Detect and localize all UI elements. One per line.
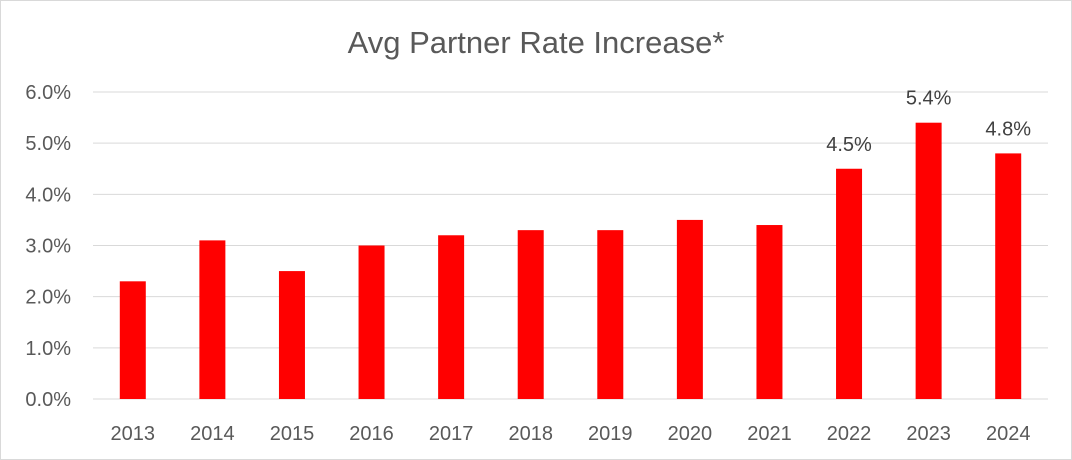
x-tick-label: 2021 [747, 423, 792, 445]
y-axis-tick-labels: 0.0% 1.0% 2.0% 3.0% 4.0% 5.0% 6.0% [25, 82, 71, 411]
x-tick-label: 2024 [986, 423, 1031, 445]
x-axis-tick-labels: 2013 2014 2015 2016 2017 2018 2019 2020 2021 2022… [111, 423, 1031, 445]
y-tick-label: 5.0% [25, 133, 71, 155]
bar-2013 [119, 281, 146, 399]
y-tick-label: 2.0% [25, 287, 71, 309]
x-tick-label: 2017 [429, 423, 474, 445]
bar-2024 [995, 153, 1022, 399]
x-tick-label: 2019 [588, 423, 633, 445]
x-tick-label: 2020 [668, 423, 713, 445]
bar-2021 [756, 225, 783, 399]
y-tick-label: 0.0% [25, 389, 71, 411]
bar-2017 [438, 235, 465, 399]
bar-2020 [676, 219, 703, 399]
x-tick-label: 2015 [270, 423, 315, 445]
x-tick-label: 2022 [827, 423, 872, 445]
bar-2014 [199, 240, 226, 399]
x-tick-label: 2016 [349, 423, 394, 445]
bar-2022 [836, 168, 863, 399]
gridlines [93, 91, 1048, 400]
x-tick-label: 2023 [906, 423, 951, 445]
data-labels: 4.5% 5.4% 4.8% [826, 88, 1031, 156]
chart-title: Avg Partner Rate Increase* [348, 25, 725, 60]
y-tick-label: 4.0% [25, 184, 71, 206]
x-tick-label: 2014 [190, 423, 235, 445]
y-tick-label: 1.0% [25, 338, 71, 360]
bar-2016 [358, 245, 385, 399]
data-label: 4.5% [826, 134, 872, 156]
bar-2019 [597, 230, 624, 399]
bars [119, 122, 1022, 399]
bar-2018 [517, 230, 544, 399]
data-label: 5.4% [906, 88, 952, 110]
y-tick-label: 6.0% [25, 82, 71, 104]
data-label: 4.8% [985, 118, 1031, 140]
bar-2023 [915, 122, 942, 399]
x-tick-label: 2018 [508, 423, 553, 445]
y-tick-label: 3.0% [25, 236, 71, 258]
bar-2015 [278, 271, 305, 399]
x-tick-label: 2013 [111, 423, 156, 445]
